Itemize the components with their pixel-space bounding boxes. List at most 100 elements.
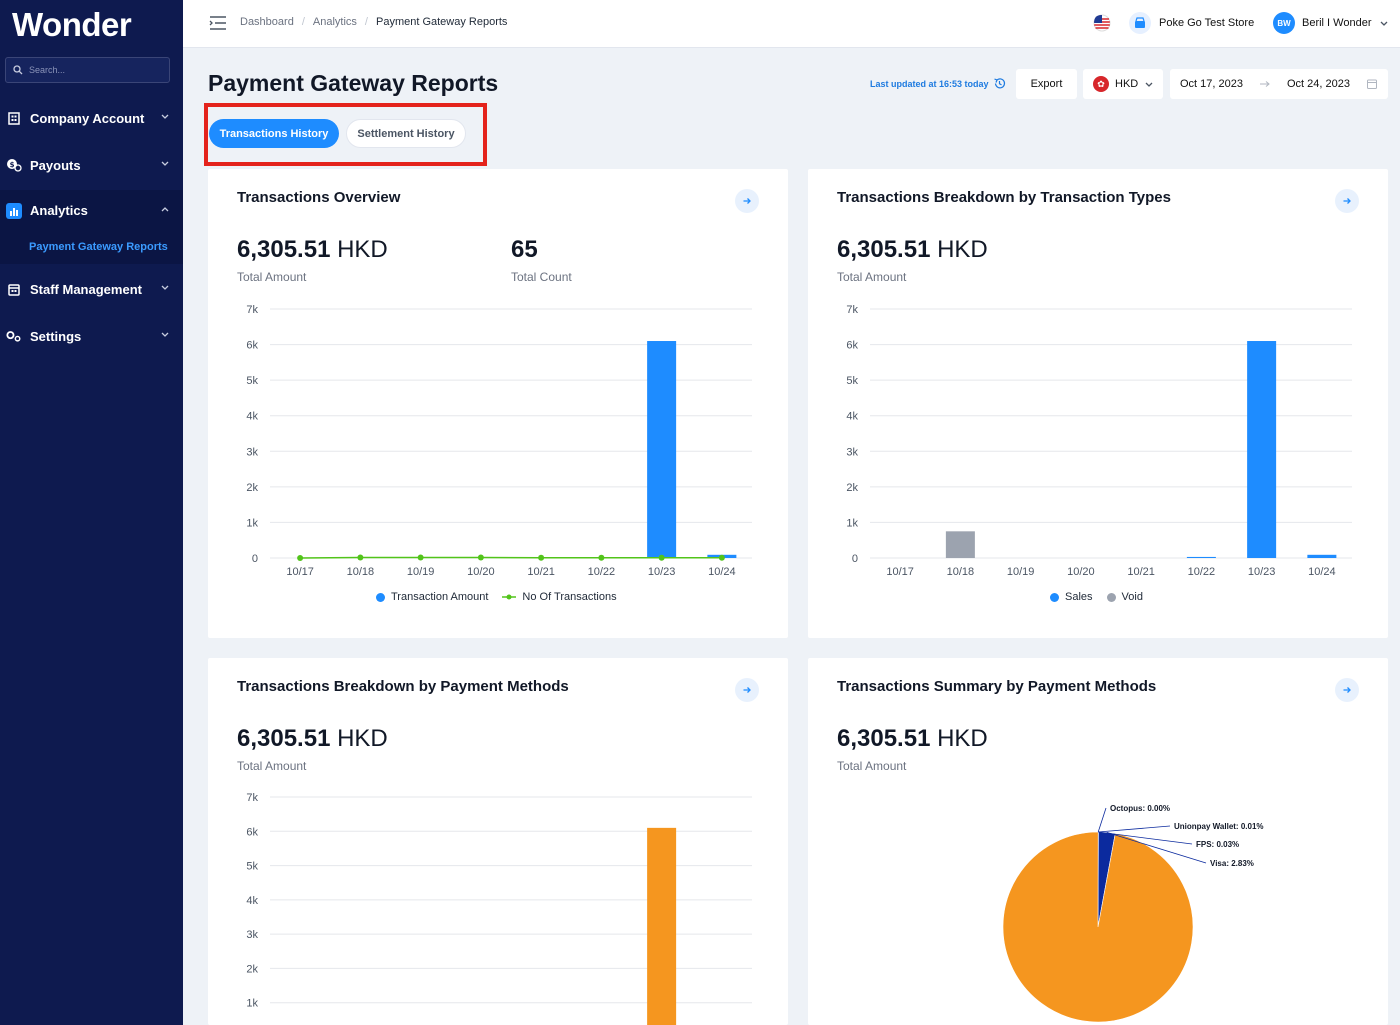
open-report-button[interactable] (1335, 189, 1359, 213)
y-tick-label: 2k (246, 482, 258, 494)
pie-slice-label: FPS: 0.03% (1196, 840, 1239, 849)
store-icon (1129, 12, 1151, 34)
legend-dot (1050, 592, 1059, 602)
search-input[interactable] (29, 65, 159, 75)
x-tick-label: 10/20 (467, 566, 495, 578)
nav-analytics[interactable]: Analytics (0, 190, 183, 231)
breadcrumb-dashboard[interactable]: Dashboard (240, 16, 294, 28)
bar (1247, 341, 1277, 558)
chevron-down-icon (161, 114, 169, 119)
bar (647, 341, 677, 558)
pie-leader-line (1098, 825, 1171, 833)
open-report-button[interactable] (735, 678, 759, 702)
y-tick-label: 0 (252, 553, 258, 565)
payment-methods-chart: 1k 2k 3k 4k 5k 6k 7k (246, 792, 752, 1025)
nav-label: Analytics (30, 203, 88, 218)
nav-label: Payouts (30, 157, 81, 173)
calendar-icon (6, 281, 22, 297)
user-menu[interactable]: BW Beril I Wonder (1273, 12, 1389, 34)
last-updated[interactable]: Last updated at 16:53 today (870, 77, 1006, 90)
line-point (477, 554, 484, 561)
nav-company-account[interactable]: Company Account (0, 96, 183, 140)
legend-transaction-amount[interactable]: Transaction Amount (376, 591, 488, 603)
total-count-label: Total Count (511, 270, 572, 284)
page-title: Payment Gateway Reports (208, 70, 499, 96)
y-tick-label: 7k (846, 304, 858, 316)
arrow-right-icon (1343, 198, 1351, 204)
total-amount: 6,305.51 HKD (237, 725, 388, 753)
total-amount-currency: HKD (337, 236, 388, 263)
x-tick-label: 10/22 (588, 566, 616, 578)
pie-slice-label: Octopus: 0.00% (1110, 804, 1170, 813)
nav-label: Settings (30, 328, 82, 344)
y-tick-label: 3k (246, 446, 258, 458)
date-range-picker[interactable]: Oct 17, 2023 Oct 24, 2023 (1170, 69, 1388, 99)
total-amount-value: 6,305.51 (837, 725, 931, 752)
search-icon (13, 65, 23, 75)
chevron-down-icon (161, 161, 169, 166)
y-tick-label: 4k (846, 411, 858, 423)
export-button[interactable]: Export (1016, 69, 1077, 99)
chevron-down-icon (161, 285, 169, 290)
nav-payment-gateway-reports[interactable]: Payment Gateway Reports (0, 230, 183, 264)
open-report-button[interactable] (1335, 678, 1359, 702)
card-breakdown-transaction-types: Transactions Breakdown by Transaction Ty… (808, 169, 1388, 638)
us-flag-icon[interactable] (1093, 14, 1111, 32)
calendar-icon (1367, 79, 1377, 89)
legend-line-marker (502, 594, 517, 600)
nav-staff-management[interactable]: Staff Management (0, 267, 183, 311)
menu-collapse-icon[interactable] (209, 15, 227, 31)
legend-no-of-transactions[interactable]: No Of Transactions (502, 591, 617, 603)
open-report-button[interactable] (735, 189, 759, 213)
legend-dot (376, 592, 385, 602)
nav-payouts[interactable]: $ Payouts (0, 143, 183, 187)
breadcrumb-analytics[interactable]: Analytics (312, 16, 357, 28)
y-tick-label: 6k (246, 340, 258, 352)
x-tick-label: 10/24 (708, 566, 736, 578)
total-count: 65 (511, 236, 538, 264)
arrow-right-icon (743, 687, 751, 693)
x-tick-label: 10/17 (886, 566, 914, 578)
x-tick-label: 10/21 (1127, 566, 1155, 578)
total-amount-value: 6,305.51 (237, 236, 331, 263)
date-to[interactable]: Oct 24, 2023 (1287, 78, 1350, 90)
x-tick-label: 10/17 (286, 566, 314, 578)
store-selector[interactable]: Poke Go Test Store (1129, 11, 1254, 35)
card-transactions-overview: Transactions Overview 6,305.51 HKD Total… (208, 169, 788, 638)
tab-transactions-history[interactable]: Transactions History (209, 119, 339, 148)
nav-label: Staff Management (30, 281, 142, 297)
legend-sales[interactable]: Sales (1050, 591, 1093, 603)
bar (1307, 554, 1337, 558)
x-tick-label: 10/18 (947, 566, 975, 578)
total-amount-value: 6,305.51 (837, 236, 931, 263)
line-point (297, 554, 304, 561)
y-tick-label: 7k (246, 792, 258, 804)
topbar: Dashboard / Analytics / Payment Gateway … (183, 0, 1400, 48)
y-tick-label: 4k (246, 411, 258, 423)
search-box[interactable] (5, 57, 170, 83)
tab-settlement-history[interactable]: Settlement History (346, 119, 466, 148)
nav-settings[interactable]: Settings (0, 314, 183, 358)
x-tick-label: 10/23 (1248, 566, 1276, 578)
currency-selector[interactable]: ✿ HKD (1083, 69, 1163, 99)
y-tick-label: 1k (846, 517, 858, 529)
legend-label: Void (1121, 591, 1143, 603)
card-title: Transactions Breakdown by Payment Method… (237, 678, 569, 695)
date-from[interactable]: Oct 17, 2023 (1180, 78, 1243, 90)
line-point (658, 554, 665, 561)
payment-methods-pie-chart: Octopus: 0.00% Unionpay Wallet: 0.01% FPS:… (1002, 804, 1264, 1023)
legend-void[interactable]: Void (1106, 591, 1143, 603)
total-amount: 6,305.51 HKD (237, 236, 388, 264)
legend-label: Transaction Amount (391, 591, 489, 603)
y-tick-label: 3k (246, 929, 258, 941)
card-title: Transactions Summary by Payment Methods (837, 678, 1157, 695)
breadcrumb: Dashboard / Analytics / Payment Gateway … (240, 16, 507, 28)
breadcrumb-separator: / (301, 16, 305, 28)
y-tick-label: 5k (246, 375, 258, 387)
x-tick-label: 10/19 (407, 566, 435, 578)
x-tick-label: 10/23 (648, 566, 676, 578)
y-tick-label: 5k (846, 375, 858, 387)
arrow-right-icon (743, 198, 751, 204)
total-amount-value: 6,305.51 (237, 725, 331, 752)
store-name: Poke Go Test Store (1159, 17, 1255, 29)
